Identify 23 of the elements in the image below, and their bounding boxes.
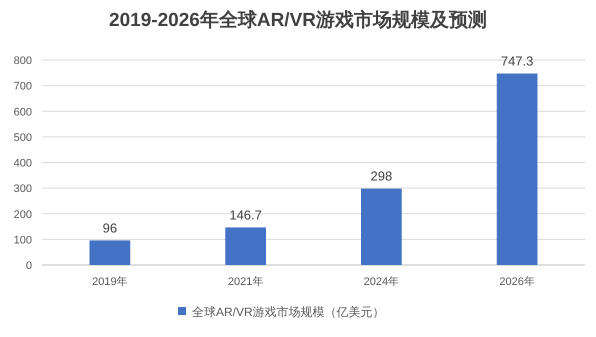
y-tick-label: 0 xyxy=(26,260,32,272)
y-tick-label: 400 xyxy=(14,158,32,170)
y-tick-label: 100 xyxy=(14,234,32,246)
data-label: 747.3 xyxy=(500,54,534,69)
bar xyxy=(361,188,402,265)
y-tick-label: 600 xyxy=(14,106,32,118)
data-label: 96 xyxy=(102,220,118,236)
y-tick-label: 500 xyxy=(14,132,32,144)
y-tick-label: 300 xyxy=(14,183,32,196)
y-tick-label: 200 xyxy=(14,208,32,221)
x-tick-label: 2024年 xyxy=(364,276,400,288)
data-label: 298 xyxy=(370,168,392,184)
y-tick-label: 700 xyxy=(14,80,32,93)
y-tick-label: 800 xyxy=(14,55,32,67)
bar xyxy=(90,240,130,265)
bar xyxy=(496,74,538,265)
x-tick-label: 2021年 xyxy=(228,276,264,288)
legend-label: 全球AR/VR游戏市场规模（亿美元） xyxy=(192,305,385,319)
bar xyxy=(225,227,266,265)
x-tick-label: 2019年 xyxy=(92,276,128,288)
x-tick-label: 2026年 xyxy=(499,276,535,288)
chart-title: 2019-2026年全球AR/VR游戏市场规模及预测 xyxy=(109,9,487,31)
data-label: 146.7 xyxy=(229,207,262,222)
